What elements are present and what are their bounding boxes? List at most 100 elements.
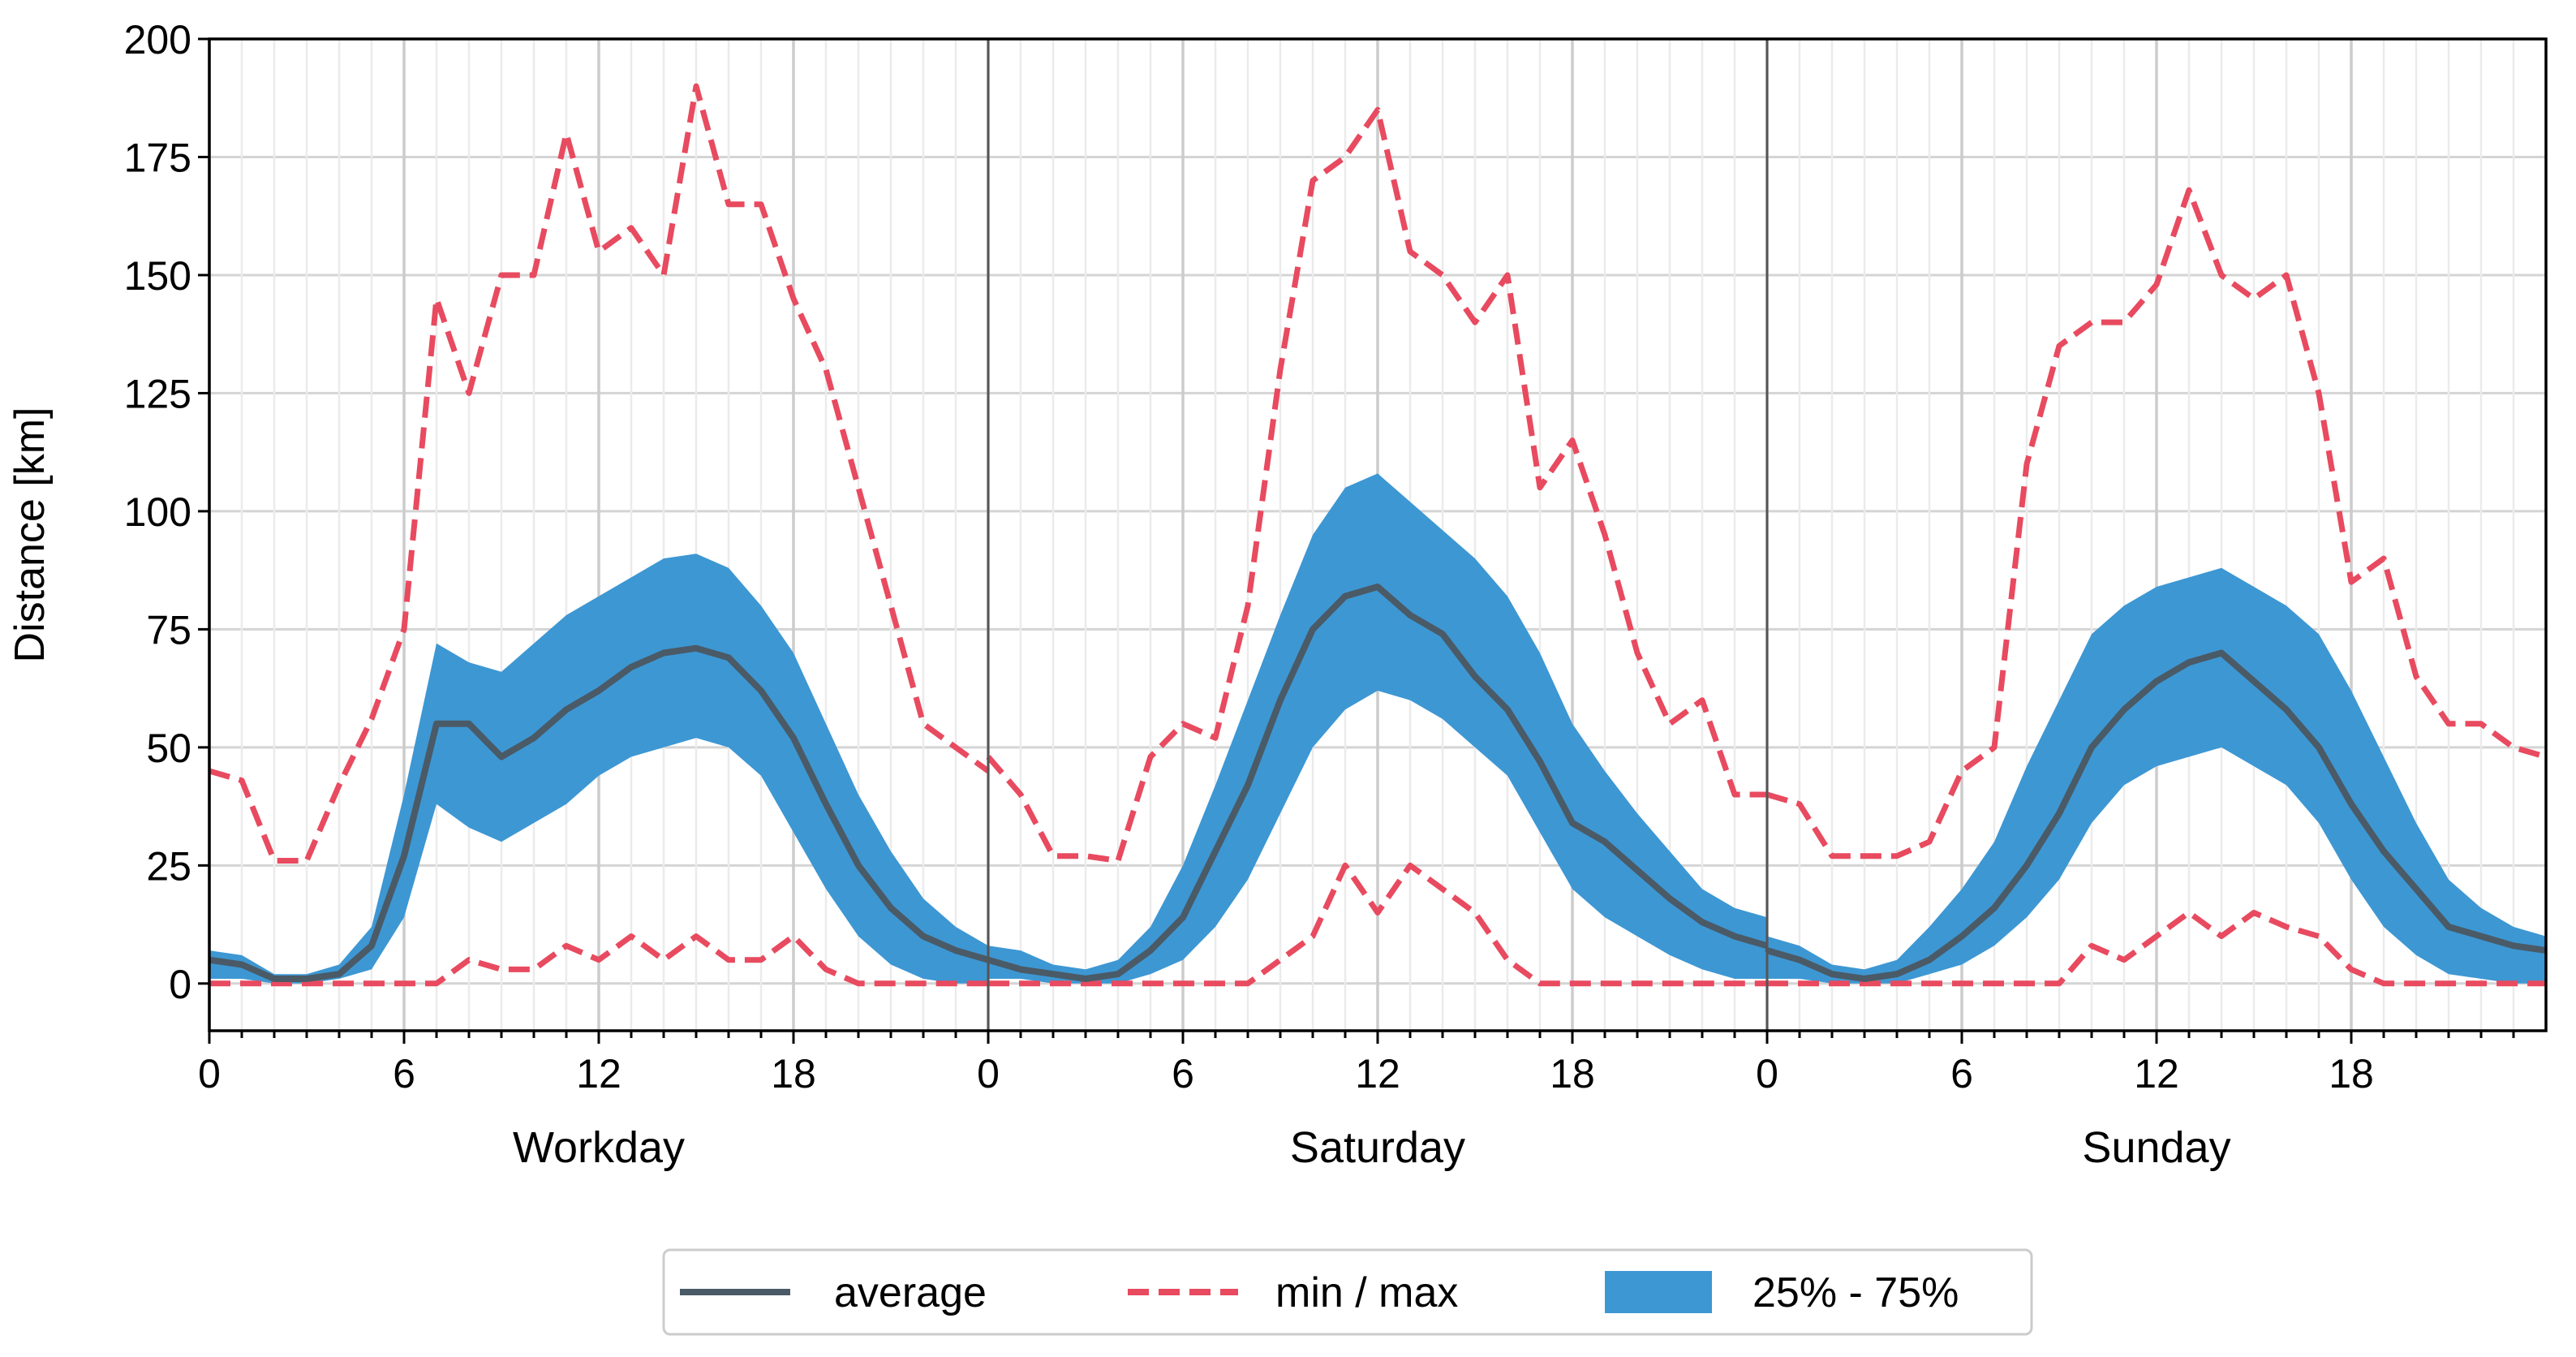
average-point: [1310, 627, 1315, 631]
min-line-workday: [209, 933, 988, 987]
average-point: [791, 735, 796, 740]
average-point: [2251, 678, 2256, 683]
average-point: [824, 802, 828, 807]
x-tick-label: 0: [198, 1051, 221, 1096]
average-point: [2089, 745, 2094, 750]
average-point: [499, 754, 504, 759]
average-point: [1894, 971, 1899, 976]
iqr-band-workday: [209, 554, 988, 984]
average-point: [1116, 971, 1120, 976]
average-point: [1667, 896, 1672, 901]
average-point: [2446, 924, 2451, 929]
x-tick-label: 12: [2134, 1051, 2179, 1096]
x-tick-label: 6: [393, 1051, 415, 1096]
average-point: [2381, 849, 2386, 854]
legend-label-minmax: min / max: [1275, 1269, 1458, 1316]
average-point: [888, 906, 893, 911]
max-line-sunday: [1766, 187, 2546, 859]
y-tick-label: 100: [124, 489, 191, 535]
x-tick-label: 12: [576, 1051, 621, 1096]
average-point: [1700, 920, 1705, 924]
average-point: [1440, 631, 1445, 636]
average-point: [1245, 782, 1250, 787]
y-tick-label: 25: [146, 843, 191, 889]
average-point: [1018, 967, 1023, 971]
y-tick-label: 50: [146, 726, 191, 771]
average-point: [1959, 934, 1964, 939]
average-point: [2154, 678, 2159, 683]
average-point: [1213, 849, 1218, 854]
panel-label-saturday: Saturday: [1290, 1123, 1465, 1172]
x-tick-label: 12: [1355, 1051, 1400, 1096]
average-point: [2316, 745, 2321, 750]
y-tick-label: 75: [146, 607, 191, 653]
average-point: [2284, 707, 2289, 712]
min-line-saturday: [988, 862, 1767, 987]
max-line-saturday: [986, 106, 1767, 864]
average-point: [1537, 759, 1542, 764]
legend-label-average: average: [834, 1269, 987, 1316]
panel-label-sunday: Sunday: [2082, 1123, 2230, 1172]
average-point: [1051, 971, 1056, 976]
y-tick-label: 200: [124, 17, 191, 62]
average-point: [564, 707, 569, 712]
average-point: [1473, 674, 1477, 679]
grid-lines: [208, 37, 2546, 1031]
y-axis-label: Distance [km]: [6, 407, 54, 663]
average-point: [304, 976, 309, 981]
average-point: [239, 963, 244, 967]
max-line-workday: [209, 83, 991, 864]
data-series: [209, 83, 2546, 987]
average-point: [1148, 948, 1153, 953]
average-point: [1732, 934, 1737, 939]
average-point: [2024, 863, 2029, 868]
iqr-band-sunday: [1767, 567, 2546, 984]
average-point: [1343, 594, 1348, 599]
average-point: [1505, 707, 1510, 712]
legend-swatch-iqr: [1605, 1271, 1712, 1313]
iqr-band-saturday: [988, 473, 1767, 984]
average-point: [2219, 650, 2224, 655]
average-point: [337, 971, 342, 976]
average-point: [1375, 584, 1380, 589]
average-point: [1635, 868, 1640, 872]
average-point: [402, 854, 406, 859]
average-point: [1992, 906, 1997, 911]
x-tick-label: 18: [1550, 1051, 1595, 1096]
axes: 0 25 50 75 100 125 150 175 200 0 6 12 18 Workday 0 6 12 1…: [124, 17, 2515, 1172]
average-point: [1083, 976, 1088, 981]
x-tick-label: 6: [1172, 1051, 1194, 1096]
average-point: [759, 688, 763, 693]
x-tick-label: 0: [1756, 1051, 1778, 1096]
average-point: [2349, 802, 2354, 807]
average-point: [856, 863, 861, 868]
average-point: [1927, 958, 1932, 963]
x-tick-label: 18: [771, 1051, 816, 1096]
average-point: [2511, 943, 2516, 948]
average-point: [921, 934, 926, 939]
average-point: [2187, 660, 2191, 665]
average-point: [1830, 971, 1834, 976]
average-point: [1862, 976, 1867, 981]
average-point: [2122, 707, 2127, 712]
average-point: [596, 688, 601, 693]
average-point: [661, 650, 666, 655]
average-point: [1278, 698, 1283, 703]
panel-label-workday: Workday: [513, 1123, 685, 1172]
legend: average min / max 25% - 75%: [662, 1248, 2033, 1336]
average-point: [1797, 958, 1802, 963]
average-point: [2414, 886, 2419, 891]
average-point: [726, 655, 731, 660]
x-tick-label: 6: [1950, 1051, 1973, 1096]
average-point: [2057, 811, 2062, 816]
average-point: [434, 722, 439, 726]
y-tick-label: 175: [124, 135, 191, 180]
legend-label-iqr: 25% - 75%: [1752, 1269, 1959, 1316]
x-tick-label: 0: [977, 1051, 1000, 1096]
average-point: [1180, 915, 1185, 920]
average-point: [694, 646, 699, 651]
x-tick-label: 18: [2329, 1051, 2374, 1096]
min-line-sunday: [1767, 910, 2546, 987]
average-point: [369, 943, 374, 948]
